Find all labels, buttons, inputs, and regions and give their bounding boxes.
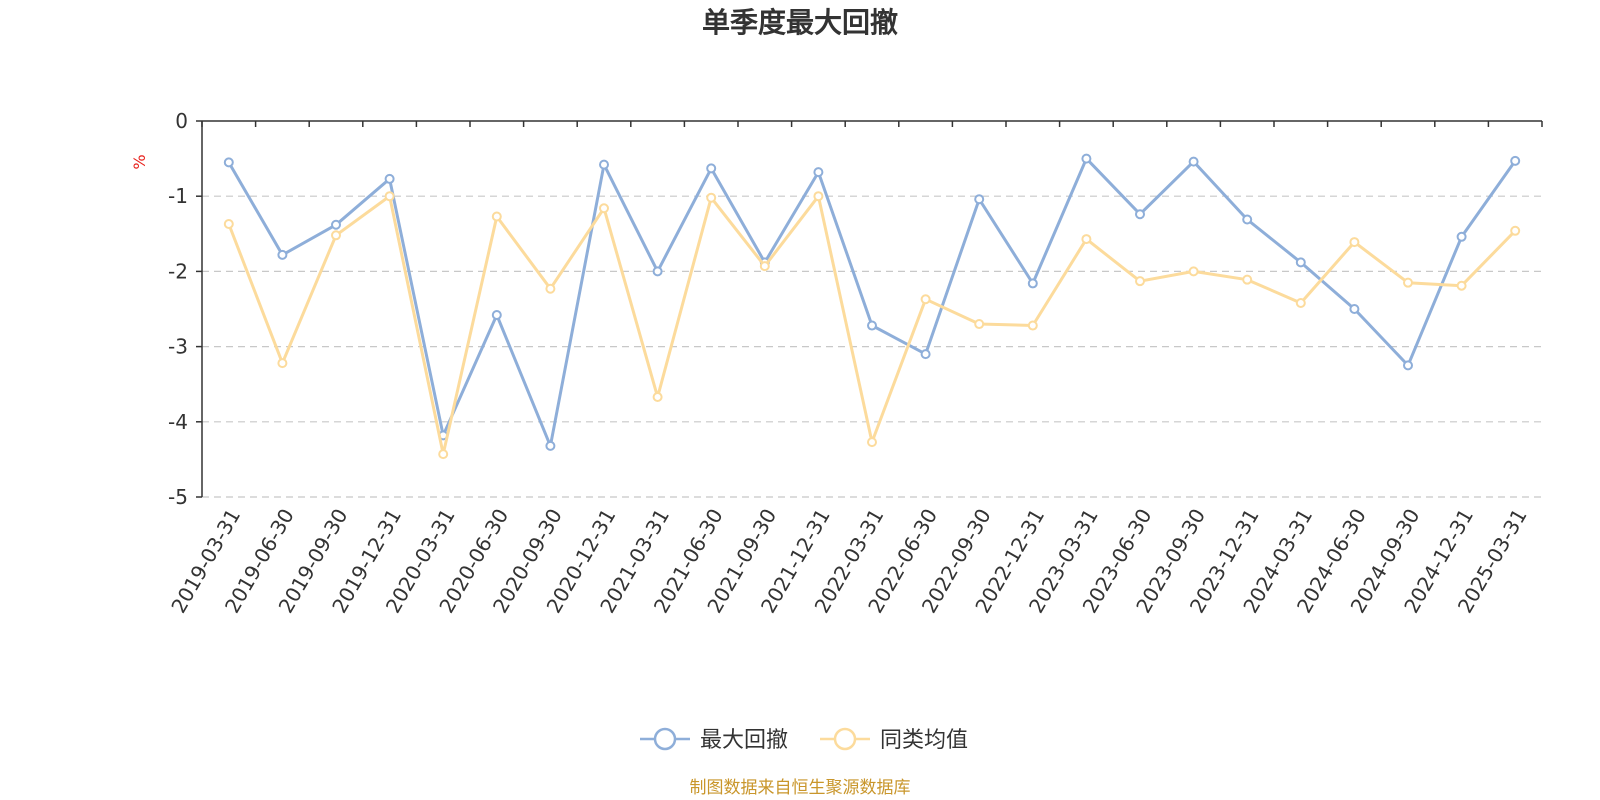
legend-item[interactable]: 同类均值 bbox=[820, 727, 968, 753]
data-point[interactable] bbox=[384, 191, 395, 202]
chart-title: 单季度最大回撤 bbox=[702, 6, 898, 39]
data-point[interactable] bbox=[545, 440, 556, 451]
data-point[interactable] bbox=[1456, 231, 1467, 242]
y-tick-label: -4 bbox=[168, 410, 188, 434]
data-point[interactable] bbox=[706, 163, 717, 174]
data-point[interactable] bbox=[331, 230, 341, 241]
data-point[interactable] bbox=[1027, 278, 1038, 289]
legend-label: 最大回撤 bbox=[700, 728, 788, 753]
y-tick-label: -1 bbox=[168, 184, 188, 208]
series-group bbox=[223, 153, 1521, 460]
legend[interactable]: 最大回撤 同类均值 bbox=[640, 727, 968, 753]
data-point[interactable] bbox=[706, 192, 717, 203]
data-point[interactable] bbox=[1135, 209, 1145, 220]
data-point[interactable] bbox=[223, 219, 234, 230]
data-point[interactable] bbox=[813, 191, 824, 202]
y-tick-label: 0 bbox=[175, 109, 188, 133]
data-point[interactable] bbox=[1510, 155, 1521, 166]
data-point[interactable] bbox=[599, 203, 609, 214]
data-point[interactable] bbox=[1295, 257, 1306, 268]
data-point[interactable] bbox=[1081, 234, 1092, 245]
data-point[interactable] bbox=[438, 449, 449, 460]
data-point[interactable] bbox=[1295, 297, 1306, 308]
data-point[interactable] bbox=[491, 211, 502, 222]
data-point[interactable] bbox=[491, 310, 502, 321]
y-tick-label: -5 bbox=[168, 485, 188, 509]
data-point[interactable] bbox=[867, 320, 877, 331]
axes bbox=[196, 120, 1543, 498]
data-point[interactable] bbox=[867, 437, 877, 448]
data-point[interactable] bbox=[652, 391, 663, 402]
data-point[interactable] bbox=[223, 157, 234, 168]
data-point[interactable] bbox=[1349, 304, 1360, 314]
data-point[interactable] bbox=[1188, 266, 1199, 277]
data-point[interactable] bbox=[1242, 274, 1253, 285]
data-point[interactable] bbox=[1081, 153, 1092, 164]
data-point[interactable] bbox=[331, 219, 341, 230]
data-point[interactable] bbox=[759, 261, 770, 272]
y-tick-labels: 0 -1 -2 -3 -4 -5 bbox=[168, 109, 188, 509]
data-point[interactable] bbox=[1349, 237, 1360, 248]
data-point[interactable] bbox=[1403, 277, 1413, 288]
legend-marker bbox=[833, 727, 857, 751]
data-point[interactable] bbox=[1510, 225, 1521, 236]
data-point[interactable] bbox=[1242, 214, 1253, 225]
grid-lines bbox=[202, 195, 1542, 498]
data-point[interactable] bbox=[277, 249, 288, 260]
data-point[interactable] bbox=[813, 167, 824, 178]
legend-item[interactable]: 最大回撤 bbox=[640, 727, 788, 753]
y-axis-unit: % bbox=[130, 154, 149, 169]
y-tick-label: -3 bbox=[168, 335, 188, 359]
data-point[interactable] bbox=[920, 349, 931, 360]
legend-label: 同类均值 bbox=[880, 728, 968, 753]
data-point[interactable] bbox=[652, 266, 663, 277]
data-point[interactable] bbox=[1403, 360, 1413, 371]
data-point[interactable] bbox=[1188, 156, 1199, 167]
y-tick-label: -2 bbox=[168, 259, 188, 283]
data-point[interactable] bbox=[599, 159, 609, 170]
data-point[interactable] bbox=[384, 173, 395, 184]
series-2 bbox=[223, 191, 1521, 460]
legend-marker bbox=[653, 727, 677, 751]
data-point[interactable] bbox=[1135, 276, 1145, 287]
data-point[interactable] bbox=[545, 283, 556, 294]
series-line bbox=[227, 157, 1517, 448]
series-1 bbox=[223, 153, 1521, 451]
data-point[interactable] bbox=[277, 358, 288, 369]
data-point[interactable] bbox=[974, 194, 985, 205]
data-point[interactable] bbox=[1027, 320, 1038, 331]
source-note: 制图数据来自恒生聚源数据库 bbox=[690, 778, 911, 798]
data-point[interactable] bbox=[920, 294, 931, 305]
x-tick-labels: 2019-03-312019-06-302019-09-302019-12-31… bbox=[166, 504, 1531, 617]
data-point[interactable] bbox=[1456, 280, 1467, 291]
data-point[interactable] bbox=[974, 319, 985, 330]
